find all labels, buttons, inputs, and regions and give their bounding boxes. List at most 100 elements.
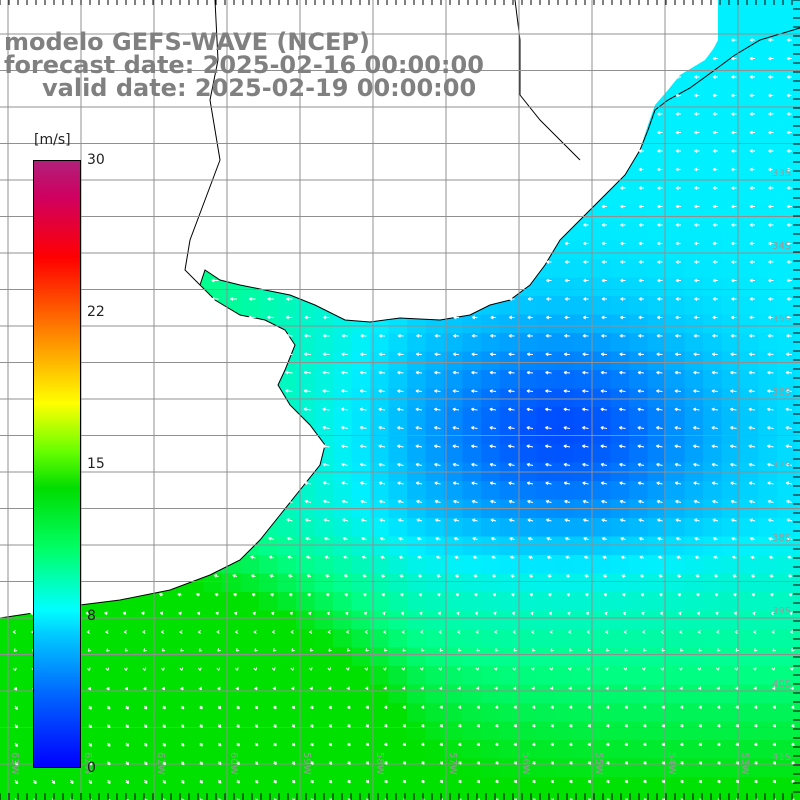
wind-arrow <box>585 611 590 616</box>
wind-arrow <box>657 297 663 301</box>
wind-arrow <box>13 687 18 691</box>
wind-arrow <box>753 686 757 690</box>
wind-arrow <box>362 574 367 578</box>
wind-arrow <box>490 499 497 504</box>
wind-arrow <box>454 555 460 560</box>
wind-arrow <box>583 278 589 283</box>
wind-arrow <box>642 630 646 634</box>
wind-arrow <box>359 389 367 393</box>
wind-arrow <box>305 536 312 541</box>
wind-arrow <box>638 518 645 523</box>
wind-arrow <box>785 352 793 357</box>
wind-arrow <box>619 518 626 523</box>
wind-arrow <box>661 705 665 710</box>
wind-arrow <box>527 518 534 523</box>
wind-arrow <box>731 149 737 153</box>
lon-label-57w: 57W <box>447 752 458 775</box>
wind-arrow <box>285 315 293 320</box>
wind-arrow <box>618 444 626 449</box>
wind-arrow <box>748 389 756 393</box>
wind-arrow <box>14 761 19 766</box>
wind-arrow <box>489 389 497 393</box>
wind-arrow <box>731 241 737 246</box>
wind-arrow <box>735 761 740 765</box>
wind-arrow <box>674 481 682 485</box>
wind-arrow <box>14 779 19 785</box>
wind-arrow <box>254 724 259 728</box>
wind-arrow <box>456 611 460 616</box>
wind-arrow <box>87 667 91 671</box>
wind-arrow <box>601 204 607 209</box>
wind-arrow <box>771 630 775 634</box>
wind-arrow <box>303 370 312 375</box>
wind-arrow <box>199 705 203 710</box>
wind-arrow <box>437 611 442 616</box>
wind-arrow <box>347 779 351 784</box>
wind-arrow <box>180 648 184 652</box>
wind-arrow <box>657 223 663 227</box>
wind-arrow <box>748 370 756 375</box>
wind-arrow <box>786 333 793 338</box>
wind-arrow <box>618 426 626 430</box>
wind-arrow <box>289 611 293 616</box>
wind-arrow <box>790 648 795 652</box>
wind-arrow <box>452 407 460 412</box>
wind-arrow <box>789 611 793 616</box>
wind-arrow <box>716 630 720 634</box>
wind-arrow <box>494 686 498 690</box>
wind-arrow <box>325 592 330 597</box>
wind-arrow <box>327 630 331 634</box>
wind-arrow <box>342 518 349 522</box>
wind-arrow <box>513 705 517 710</box>
wind-arrow <box>711 426 719 430</box>
wind-arrow <box>473 574 478 578</box>
wind-arrow <box>199 724 203 729</box>
wind-arrow <box>253 667 258 671</box>
wind-arrow <box>674 462 682 467</box>
wind-arrow <box>786 297 792 301</box>
wind-arrow <box>641 611 645 616</box>
wind-arrow <box>531 630 535 634</box>
wind-arrow <box>638 186 644 190</box>
wind-arrow <box>397 462 404 467</box>
wind-arrow <box>322 389 330 393</box>
wind-arrow <box>162 761 166 766</box>
wind-arrow <box>180 742 185 747</box>
wind-arrow <box>106 648 110 652</box>
wind-arrow <box>378 481 386 485</box>
wind-arrow <box>605 686 609 690</box>
wind-arrow <box>304 315 312 320</box>
wind-arrow <box>621 574 626 578</box>
wind-arrow <box>624 761 629 765</box>
wind-arrow <box>675 112 681 116</box>
wind-arrow <box>254 779 259 784</box>
wind-arrow <box>511 611 516 616</box>
wind-arrow <box>453 518 460 523</box>
wind-arrow <box>786 112 792 116</box>
wind-arrow <box>790 705 795 710</box>
wind-arrow <box>768 297 774 301</box>
wind-arrow <box>304 518 312 522</box>
wind-arrow <box>420 686 424 690</box>
wind-arrow <box>527 297 533 301</box>
wind-arrow <box>694 167 700 172</box>
wind-arrow <box>402 742 406 747</box>
wind-arrow <box>144 779 148 784</box>
wind-arrow <box>452 426 460 430</box>
wind-arrow <box>477 798 481 800</box>
wind-arrow <box>495 798 499 800</box>
wind-arrow <box>768 260 774 264</box>
wind-arrow <box>435 537 441 541</box>
wind-arrow <box>698 705 702 710</box>
wind-arrow <box>717 761 721 765</box>
wind-arrow <box>527 333 534 338</box>
wind-arrow <box>582 315 589 320</box>
wind-arrow <box>526 481 534 485</box>
wind-arrow <box>768 555 774 560</box>
wind-arrow <box>563 481 571 485</box>
wind-arrow <box>526 370 534 375</box>
wind-arrow <box>416 518 423 523</box>
wind-arrow <box>753 648 758 652</box>
wind-arrow <box>548 611 553 616</box>
wind-arrow <box>248 315 256 320</box>
